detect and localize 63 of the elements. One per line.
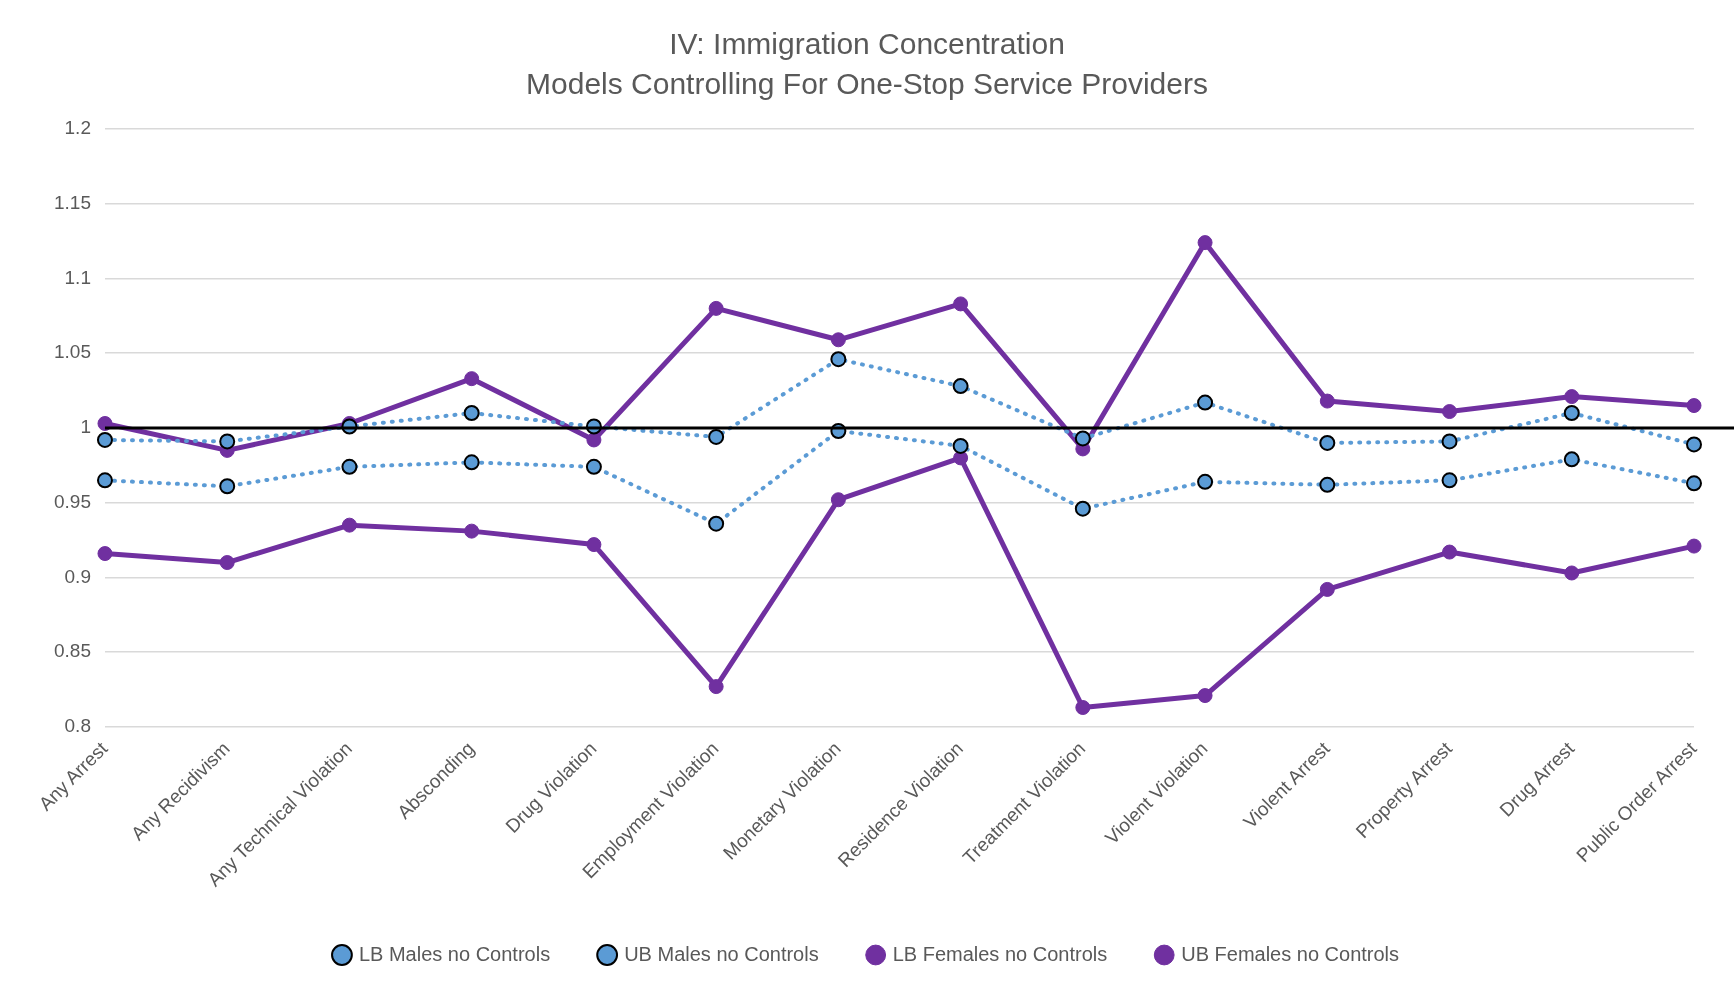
point bbox=[952, 437, 969, 454]
point bbox=[1074, 500, 1091, 517]
point bbox=[1686, 436, 1702, 453]
point bbox=[708, 428, 725, 445]
point bbox=[1197, 235, 1213, 251]
point bbox=[1319, 581, 1335, 597]
point bbox=[952, 378, 969, 395]
point bbox=[1197, 688, 1213, 704]
point bbox=[219, 555, 235, 571]
point bbox=[96, 431, 113, 448]
point bbox=[1075, 700, 1091, 716]
point bbox=[1197, 473, 1214, 490]
point bbox=[953, 296, 969, 312]
point bbox=[586, 537, 602, 553]
point bbox=[1319, 476, 1336, 493]
point bbox=[1563, 405, 1580, 422]
point bbox=[96, 472, 113, 489]
point bbox=[1441, 433, 1458, 450]
point bbox=[1442, 404, 1458, 420]
point bbox=[586, 432, 602, 448]
point bbox=[1686, 538, 1702, 554]
legend-label: UB Males no Controls bbox=[624, 942, 819, 965]
chart-subtitle: Models Controlling For One-Stop Service Providers bbox=[526, 67, 1208, 101]
point bbox=[585, 458, 602, 475]
point bbox=[341, 458, 358, 475]
point bbox=[1686, 398, 1702, 414]
point bbox=[97, 546, 113, 562]
y-tick-label: 1.05 bbox=[54, 341, 91, 363]
point bbox=[463, 405, 480, 422]
point bbox=[1441, 472, 1458, 489]
point bbox=[1074, 430, 1091, 447]
point bbox=[1319, 393, 1335, 409]
point bbox=[1197, 394, 1214, 411]
point bbox=[1319, 434, 1336, 451]
point bbox=[1442, 544, 1458, 560]
legend-label: LB Males no Controls bbox=[358, 942, 551, 965]
legend-label: UB Females no Controls bbox=[1181, 942, 1400, 965]
point bbox=[830, 492, 846, 508]
point bbox=[219, 478, 236, 495]
y-tick-label: 0.9 bbox=[64, 565, 91, 587]
point bbox=[1564, 389, 1580, 405]
chart-title: IV: Immigration Concentration bbox=[669, 27, 1065, 61]
y-tick-label: 1 bbox=[80, 416, 91, 438]
point bbox=[830, 332, 846, 348]
y-tick-label: 0.8 bbox=[64, 715, 91, 737]
point bbox=[219, 433, 236, 450]
y-tick-label: 1.1 bbox=[64, 266, 91, 288]
point bbox=[708, 515, 725, 532]
y-tick-label: 1.15 bbox=[54, 191, 91, 213]
point bbox=[464, 523, 480, 539]
point bbox=[708, 300, 724, 316]
point bbox=[830, 351, 847, 368]
point bbox=[1564, 565, 1580, 581]
y-tick-label: 0.85 bbox=[54, 640, 91, 662]
point bbox=[708, 679, 724, 695]
y-tick-label: 1.2 bbox=[64, 117, 91, 139]
point bbox=[464, 371, 480, 387]
y-tick-label: 0.95 bbox=[54, 490, 91, 512]
point bbox=[463, 454, 480, 471]
point bbox=[1686, 475, 1702, 492]
legend-label: LB Females no Controls bbox=[892, 942, 1108, 965]
point bbox=[341, 517, 357, 533]
point bbox=[1563, 451, 1580, 468]
